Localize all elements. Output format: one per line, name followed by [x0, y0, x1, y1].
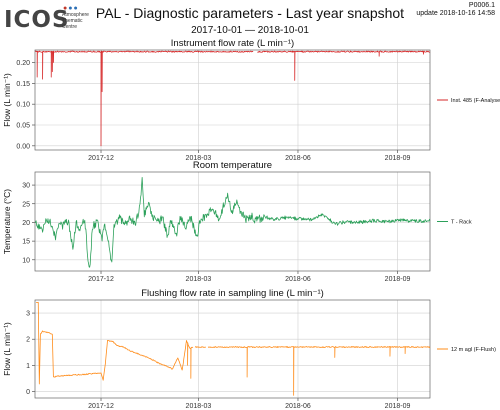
plot-frame — [34, 299, 431, 399]
x-tick-label: 2018-06 — [285, 403, 311, 410]
y-tick-label: 0.10 — [16, 102, 30, 109]
x-tick-label: 2018-09 — [385, 276, 411, 283]
x-tick-label: 2018-03 — [186, 403, 212, 410]
y-tick-label: 2 — [26, 337, 30, 344]
y-tick-label: 10 — [22, 257, 30, 264]
plot-frame — [34, 49, 431, 151]
x-tick-label: 2018-06 — [285, 276, 311, 283]
series-line — [35, 301, 431, 396]
series-line — [34, 177, 431, 268]
x-tick-label: 2018-03 — [186, 276, 212, 283]
y-tick-label: 1 — [26, 363, 30, 370]
chart-title: Flushing flow rate in sampling line (L m… — [141, 288, 324, 299]
y-tick-label: 0.00 — [16, 143, 30, 150]
chart-title: Room temperature — [193, 160, 272, 171]
y-tick-label: 0.20 — [16, 60, 30, 67]
legend-label: 12 m agl (F-Flush) — [451, 347, 496, 353]
series-line — [34, 50, 431, 147]
y-tick-label: 25 — [22, 201, 30, 208]
date-range: 2017-10-01 — 2018-10-01 — [191, 25, 309, 36]
page-title: PAL - Diagnostic parameters - Last year … — [95, 5, 405, 21]
logo-subtitle: Atmosphere Thematic Centre — [62, 12, 89, 30]
y-tick-label: 0 — [26, 389, 30, 396]
logo-text: ICOS — [4, 7, 70, 33]
y-axis-label: Flow (L min⁻¹) — [2, 322, 12, 376]
y-tick-label: 3 — [26, 311, 30, 318]
icos-logo: ICOS ●●● Atmosphere Thematic Centre — [4, 3, 89, 39]
y-tick-label: 20 — [22, 220, 30, 227]
y-axis-label: Temperature (°C) — [2, 189, 12, 254]
x-tick-label: 2018-09 — [385, 155, 411, 162]
x-tick-label: 2017-12 — [88, 403, 114, 410]
update-timestamp: update 2018-10-16 14:58 — [416, 10, 495, 17]
legend-label: T - Rack — [451, 220, 472, 226]
y-tick-label: 30 — [22, 183, 30, 190]
logo-subtitle-line: Centre — [62, 24, 78, 30]
document-id: P0006.1 — [468, 2, 495, 9]
y-tick-label: 15 — [22, 239, 30, 246]
chart-title: Instrument flow rate (L min⁻¹) — [171, 38, 294, 49]
x-tick-label: 2018-09 — [385, 403, 411, 410]
x-tick-label: 2017-12 — [88, 155, 114, 162]
plot-frame — [34, 171, 431, 272]
legend-label: Inst. 485 (F-Analyse) — [451, 98, 500, 104]
x-tick-label: 2018-03 — [186, 155, 212, 162]
x-tick-label: 2018-06 — [285, 155, 311, 162]
y-axis-label: Flow (L min⁻¹) — [2, 73, 12, 127]
logo-subtitle-line: Atmosphere — [62, 12, 89, 18]
y-tick-label: 0.15 — [16, 81, 30, 88]
logo-subtitle-line: Thematic — [62, 18, 83, 24]
y-tick-label: 0.05 — [16, 123, 30, 130]
x-tick-label: 2017-12 — [88, 276, 114, 283]
logo-dots: ●●● — [63, 5, 79, 12]
